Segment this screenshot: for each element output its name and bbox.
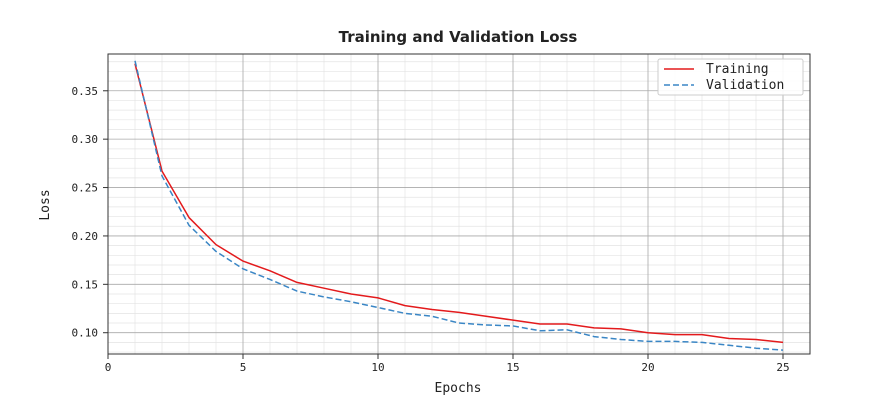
x-tick-label: 5	[240, 361, 247, 374]
x-tick-label: 15	[506, 361, 519, 374]
y-tick-label: 0.35	[72, 85, 99, 98]
y-tick-label: 0.15	[72, 278, 99, 291]
y-axis-label: Loss	[38, 189, 53, 220]
legend: Training Validation	[657, 58, 804, 96]
chart-title: Training and Validation Loss	[339, 28, 578, 46]
legend-box	[657, 58, 804, 96]
x-tick-label: 20	[641, 361, 654, 374]
x-axis-label: Epochs	[435, 381, 482, 396]
x-tick-label: 10	[371, 361, 384, 374]
series-layer	[134, 60, 784, 351]
x-tick-label: 25	[776, 361, 789, 374]
y-tick-label: 0.20	[72, 230, 99, 243]
x-tick-label: 0	[105, 361, 112, 374]
legend-validation-label: Validation	[706, 78, 784, 93]
series-line-validation	[134, 60, 784, 351]
y-tick-label: 0.25	[72, 182, 99, 195]
y-tick-label: 0.30	[72, 133, 99, 146]
series-line-training	[134, 63, 784, 344]
legend-training-label: Training	[706, 62, 769, 77]
major-grid	[107, 54, 810, 354]
y-tick-label: 0.10	[72, 327, 99, 340]
axis-ticks: 0 5 10 15 20 25 0.10 0.15 0.20 0.25 0.30 0.35	[72, 85, 790, 374]
plot-frame	[107, 53, 811, 355]
